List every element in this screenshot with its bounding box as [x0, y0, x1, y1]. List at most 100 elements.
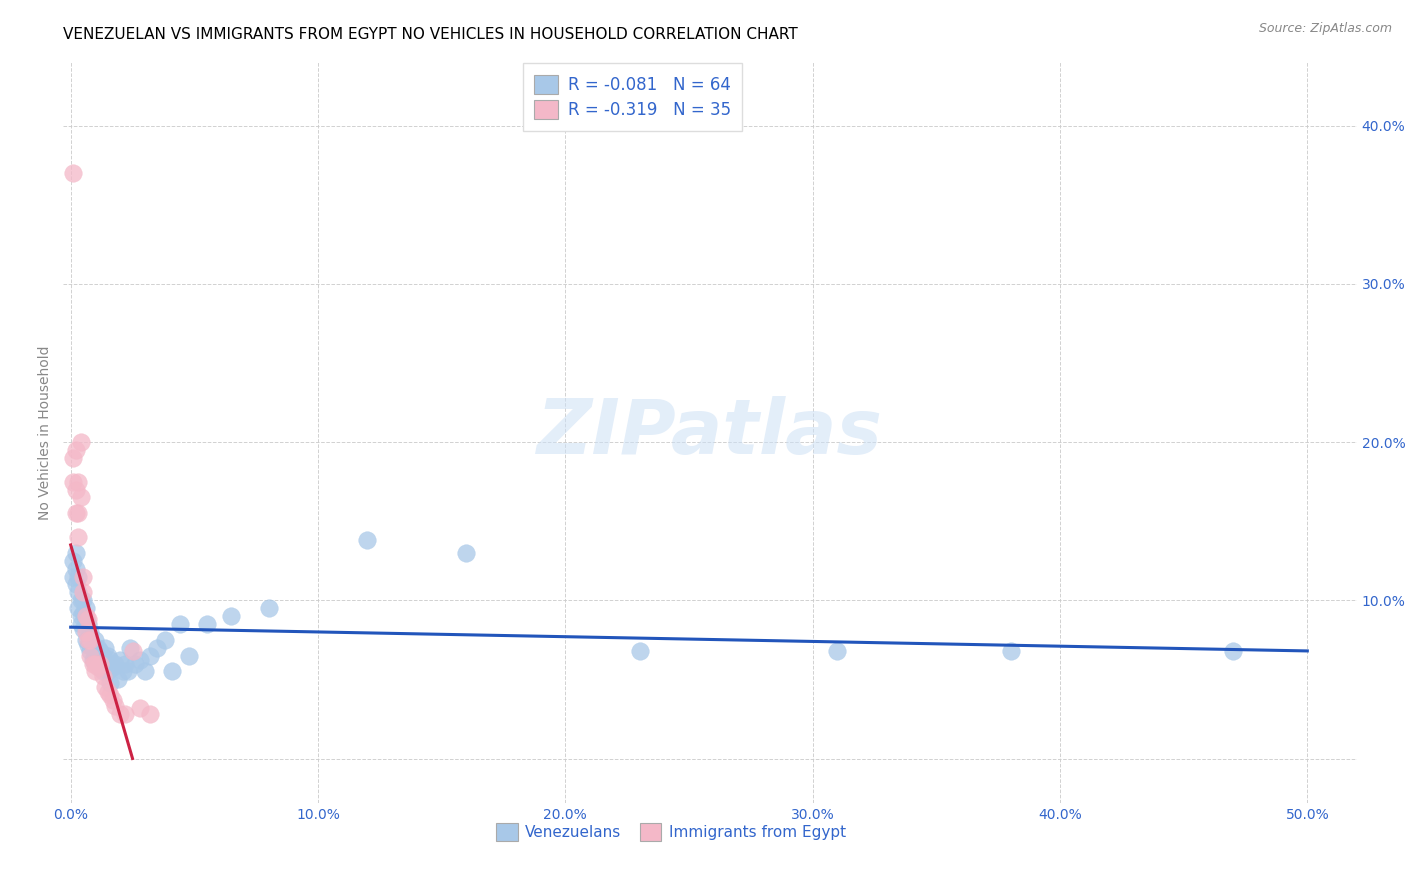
Point [91, 665, 114, 679]
Point [108, 653, 131, 667]
Point [75, 624, 97, 639]
Legend: Venezuelans, Immigrants from Egypt: Venezuelans, Immigrants from Egypt [491, 817, 852, 847]
Point [65, 483, 87, 497]
Point [84, 657, 107, 671]
Point [77, 612, 100, 626]
Point [72, 622, 94, 636]
Point [97, 665, 120, 679]
Point [134, 665, 156, 679]
Point [108, 707, 131, 722]
Point [72, 606, 94, 620]
Point [94, 640, 117, 655]
Point [456, 546, 478, 560]
Point [94, 681, 117, 695]
Point [65, 562, 87, 576]
Point [628, 644, 651, 658]
Point [101, 693, 124, 707]
Point [72, 593, 94, 607]
Point [62, 475, 84, 489]
Point [72, 585, 94, 599]
Point [111, 665, 134, 679]
Point [79, 624, 101, 639]
Point [79, 632, 101, 647]
Point [97, 685, 120, 699]
Point [67, 585, 90, 599]
Point [84, 632, 107, 647]
Point [65, 506, 87, 520]
Point [82, 657, 104, 671]
Point [179, 648, 201, 663]
Point [121, 644, 143, 658]
Point [62, 569, 84, 583]
Point [257, 601, 280, 615]
Point [1000, 644, 1022, 658]
Point [129, 653, 152, 667]
Point [89, 657, 111, 671]
Point [69, 491, 91, 505]
Point [75, 601, 97, 615]
Point [65, 443, 87, 458]
Point [94, 657, 117, 671]
Text: Source: ZipAtlas.com: Source: ZipAtlas.com [1258, 22, 1392, 36]
Point [72, 569, 94, 583]
Point [65, 577, 87, 591]
Point [827, 644, 849, 658]
Point [98, 675, 121, 690]
Point [82, 640, 104, 655]
Point [75, 632, 97, 647]
Y-axis label: No Vehicles in Household: No Vehicles in Household [38, 345, 52, 520]
Point [91, 669, 114, 683]
Point [82, 653, 104, 667]
Point [97, 648, 120, 663]
Point [356, 533, 378, 548]
Point [77, 632, 100, 647]
Point [62, 554, 84, 568]
Point [118, 640, 141, 655]
Point [77, 638, 100, 652]
Point [1222, 644, 1244, 658]
Point [87, 640, 110, 655]
Text: ZIPatlas: ZIPatlas [537, 396, 883, 469]
Point [117, 665, 139, 679]
Point [79, 648, 101, 663]
Point [62, 450, 84, 465]
Point [79, 632, 101, 647]
Point [139, 707, 162, 722]
Point [75, 609, 97, 624]
Point [67, 475, 90, 489]
Point [98, 688, 121, 702]
Point [77, 617, 100, 632]
Point [98, 653, 121, 667]
Point [84, 648, 107, 663]
Point [67, 530, 90, 544]
Point [65, 546, 87, 560]
Point [221, 609, 243, 624]
Point [62, 166, 84, 180]
Point [107, 673, 129, 687]
Point [139, 648, 162, 663]
Text: VENEZUELAN VS IMMIGRANTS FROM EGYPT NO VEHICLES IN HOUSEHOLD CORRELATION CHART: VENEZUELAN VS IMMIGRANTS FROM EGYPT NO V… [63, 27, 799, 42]
Point [87, 659, 110, 673]
Point [67, 506, 90, 520]
Point [160, 665, 183, 679]
Point [153, 632, 176, 647]
Point [104, 657, 127, 671]
Point [75, 612, 97, 626]
Point [101, 659, 124, 673]
Point [114, 657, 136, 671]
Point [84, 665, 107, 679]
Point [91, 648, 114, 663]
Point [89, 644, 111, 658]
Point [104, 699, 127, 714]
Point [169, 617, 191, 632]
Point [67, 601, 90, 615]
Point [129, 701, 152, 715]
Point [69, 617, 91, 632]
Point [69, 593, 91, 607]
Point [195, 617, 218, 632]
Point [87, 657, 110, 671]
Point [67, 569, 90, 583]
Point [69, 609, 91, 624]
Point [124, 657, 146, 671]
Point [79, 644, 101, 658]
